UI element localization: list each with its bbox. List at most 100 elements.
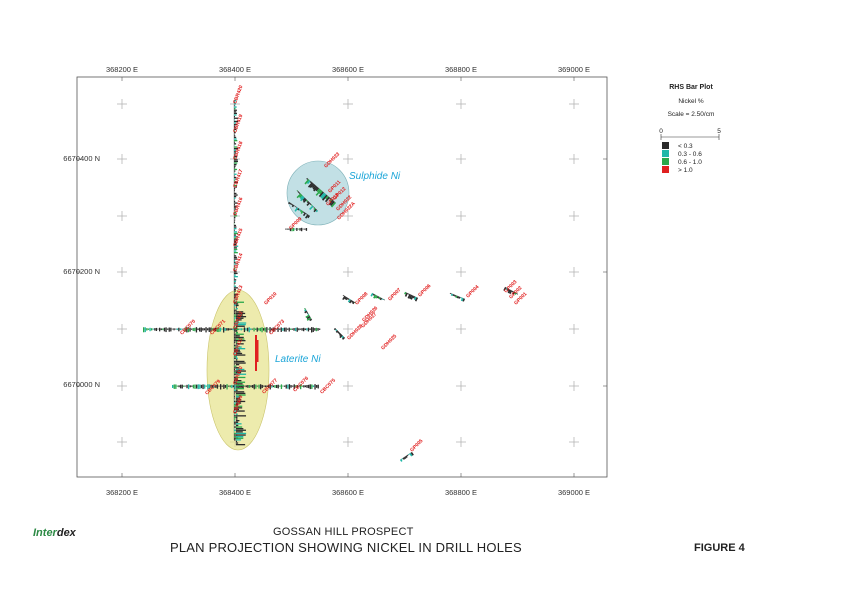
nickel-bar [236,437,244,439]
nickel-bar [247,327,249,332]
nickel-bar [342,295,346,301]
nickel-bar [299,209,303,213]
nickel-bar [175,328,177,330]
nickel-bar [234,255,237,257]
nickel-bar [234,239,238,241]
nickel-bar [173,328,175,331]
nickel-bar [234,415,236,417]
nickel-bar [234,157,236,159]
nickel-bar [234,284,235,286]
nickel-bar [234,408,238,411]
nickel-bar [288,384,291,390]
nickel-bar [234,343,235,345]
legend-item-label: 0.3 - 0.6 [678,151,702,158]
nickel-bar [309,183,315,189]
nickel-bar [210,384,212,389]
nickel-bar [192,327,194,331]
nickel-bar [287,384,289,389]
nickel-bar [290,328,292,330]
nickel-bar [236,402,242,404]
nickel-bar [218,327,220,333]
x-tick-top-label: 368800 E [445,65,477,74]
nickel-bar [341,335,344,339]
legend-swatch-03-06 [662,150,669,157]
nickel-bar [234,127,237,129]
nickel-bar [324,196,330,203]
nickel-bar [236,378,238,380]
nickel-bar [373,294,377,299]
nickel-bar [312,327,314,333]
nickel-bar [194,384,196,389]
nickel-bar [306,178,309,180]
nickel-bar [236,404,238,406]
nickel-bar [234,200,236,203]
nickel-bar [234,429,237,431]
nickel-bar [232,385,235,388]
nickel-bar [303,327,305,332]
nickel-bar [207,384,209,390]
nickel-bar [236,391,245,393]
nickel-bar [234,213,236,215]
nickel-bar [307,182,314,188]
nickel-bar [449,293,452,295]
drill-trace [304,307,313,322]
legend: RHS Bar Plot Nickel % Scale = 2.50/cm 0 … [659,84,721,174]
nickel-bar [149,327,151,332]
nickel-bar [304,309,307,312]
nickel-bar [236,360,245,363]
grid-cross [456,324,466,334]
nickel-bar [236,308,238,310]
nickel-bar [234,207,236,209]
nickel-bar [280,384,283,390]
nickel-bar [329,198,333,203]
nickel-bar [280,327,282,332]
nickel-bar [236,333,244,335]
hole-label: CBR420 [232,84,244,104]
nickel-bar [234,282,236,284]
nickel-bar [189,385,191,388]
nickel-bar [234,116,236,118]
nickel-bar [347,298,350,300]
nickel-bar [234,413,235,415]
nickel-bar [239,328,241,330]
nickel-bar [236,332,239,334]
nickel-bar [234,248,238,251]
nickel-bar [269,327,271,333]
nickel-bar [227,328,230,331]
nickel-bar [291,227,293,232]
nickel-bar [236,410,245,412]
nickel-bar [208,384,211,390]
nickel-bar [213,384,215,388]
nickel-bar [197,328,199,331]
nickel-bar [300,384,302,390]
nickel-bar [236,386,244,388]
nickel-bar [234,231,237,233]
nickel-bar [234,156,238,158]
nickel-bar [215,327,217,332]
nickel-bar [234,383,238,385]
nickel-bar [236,415,247,417]
nickel-bar [234,288,236,291]
nickel-bar [313,186,318,192]
figure-title: PLAN PROJECTION SHOWING NICKEL IN DRILL … [170,540,522,555]
nickel-bar [234,268,236,270]
nickel-bar [261,384,263,389]
nickel-bar [414,297,418,302]
nickel-bar [244,385,246,387]
nickel-bar [234,420,235,422]
nickel-bar [236,346,242,348]
nickel-bar [290,385,292,388]
nickel-bar [236,303,239,305]
nickel-bar [236,328,239,331]
nickel-bar [317,384,319,389]
nickel-bar [300,210,304,214]
nickel-bar [354,302,356,304]
nickel-bar [157,328,159,330]
nickel-bar [234,159,238,161]
nickel-bar [514,292,517,295]
nickel-bar [236,373,247,375]
nickel-bar [300,196,305,202]
nickel-bar [234,240,237,243]
nickel-bar [234,160,239,163]
